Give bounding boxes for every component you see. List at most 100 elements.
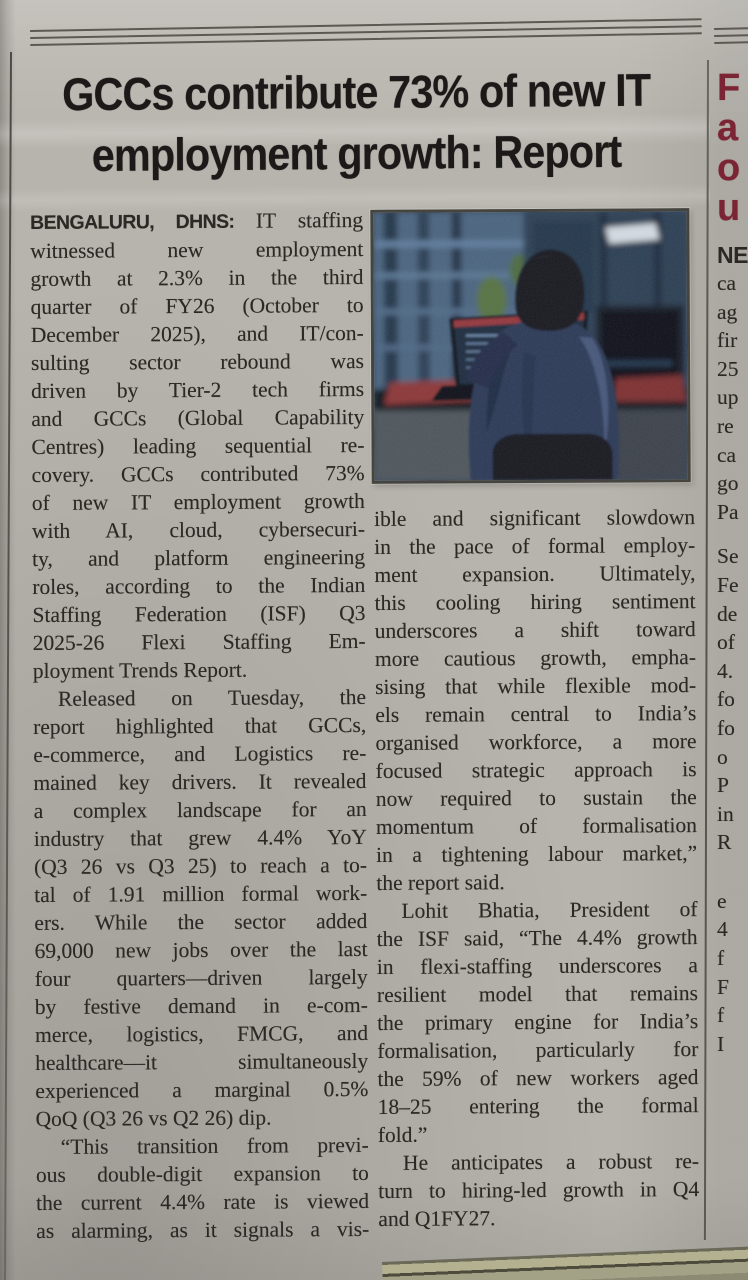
article-text-line: fold.” <box>377 1122 428 1147</box>
article-text-line: e-commerce, and Logistics re- <box>33 740 367 767</box>
side-text-fragment: e <box>717 888 727 913</box>
side-dateline-fragment: NE <box>717 242 748 268</box>
side-text-fragment: 4. <box>717 658 734 683</box>
article-text-line: as alarming, as it signals a vis- <box>36 1216 370 1243</box>
article-text-line: Released on Tuesday, the <box>57 684 367 711</box>
article-text-line: roles, according to the Indian <box>32 572 366 599</box>
side-text-fragment: F <box>717 974 729 999</box>
article-text-line: ers. While the sector added <box>34 908 368 935</box>
article-text-line: mained key drivers. It revealed <box>33 768 367 795</box>
side-text-fragment: up <box>717 385 739 410</box>
article-text-line: turn to hiring-led growth in Q4 <box>378 1177 700 1203</box>
side-text-fragment: go <box>717 471 739 496</box>
article-text-line: covery. GCCs contributed 73% <box>31 460 365 487</box>
article-text-line: driven by Tier-2 tech firms <box>31 376 365 403</box>
it-worker-photo-illustration <box>373 211 688 481</box>
article-text-line: the current 4.4% rate is viewed <box>36 1188 370 1215</box>
article-text-line: four quarters—driven largely <box>34 964 368 991</box>
side-headline-letter: u <box>717 187 741 229</box>
article-text-line: this cooling hiring sentiment <box>374 589 696 615</box>
article-text-line: quarter of FY26 (October to <box>30 292 364 319</box>
headline-line-1: GCCs contribute 73% of new IT <box>61 63 651 121</box>
side-text-fragment: I <box>717 1031 725 1056</box>
article-text-line: witnessed new employment <box>30 236 364 263</box>
article-column-2: ible and significant slowdown in the pace… <box>374 503 699 1233</box>
article-text-line: focused strategic approach is <box>375 757 697 783</box>
article-text-line: the report said. <box>376 870 505 895</box>
article-text-line: 18–25 entering the formal <box>377 1093 699 1119</box>
side-paragraph-gap <box>717 526 748 542</box>
article-text-line: and Q1FY27. <box>378 1206 496 1231</box>
article-text-line: the 59% of new workers aged <box>377 1065 699 1091</box>
article-photo <box>370 208 691 484</box>
side-text-fragment: P <box>717 773 729 798</box>
article-text-line: experienced a marginal 0.5% <box>35 1076 369 1103</box>
side-text-fragment: fo <box>717 687 735 712</box>
dateline: BENGALURU, DHNS: <box>30 210 256 234</box>
article-text-line: He anticipates a robust re- <box>402 1149 700 1175</box>
article-text-line: ment expansion. Ultimately, <box>374 561 696 587</box>
side-text-fragment: fir <box>717 328 738 353</box>
article-text-line: sising that while flexible mod- <box>375 673 697 699</box>
article-text-line: of new IT employment growth <box>31 488 365 515</box>
left-column-rule <box>3 51 12 1280</box>
article-text-line: organised workforce, a more <box>375 729 697 755</box>
side-text-fragment: f <box>717 946 725 971</box>
article-text-line: momentum of formalisation <box>375 813 698 839</box>
article-text-line: Lohit Bhatia, President of <box>401 897 698 923</box>
article-text-line: a complex landscape for an <box>33 796 367 823</box>
article-text-line: and GCCs (Global Capability <box>31 404 365 431</box>
article-text-line: with AI, cloud, cybersecuri- <box>31 516 366 543</box>
article-text-line: ployment Trends Report. <box>32 657 248 683</box>
article-column-1: BENGALURU, DHNS: IT staffing witnessed ne… <box>30 206 369 1245</box>
side-text-fragment: Pa <box>717 499 739 524</box>
side-text-fragment: de <box>717 601 738 626</box>
article-text-line: 69,000 new jobs over the last <box>34 936 368 963</box>
article-text-line: resilient model that remains <box>376 981 699 1007</box>
article-text-line: formalisation, particularly for <box>377 1037 699 1063</box>
article-text-line: ous double-digit expansion to <box>35 1160 369 1187</box>
side-text-fragment: ca <box>717 271 737 295</box>
article-text-line: BENGALURU, DHNS: IT staffing <box>30 207 364 234</box>
article-text-line: (Q3 26 vs Q3 25) to reach a to- <box>33 852 368 879</box>
side-text-fragment: ag <box>717 299 738 324</box>
article-text-line: ible and significant slowdown <box>374 505 696 531</box>
article-headline: GCCs contribute 73% of new IT employment… <box>54 60 660 187</box>
side-text-fragment: Fe <box>717 572 739 597</box>
side-headline-letter: a <box>717 107 739 149</box>
side-text-fragment: in <box>717 801 734 826</box>
side-text-fragment: Se <box>717 544 739 569</box>
headline-line-2: employment growth: Report <box>91 124 622 182</box>
article-text-line: more cautious growth, empha- <box>374 645 697 671</box>
article-text-line: ty, and platform engineering <box>32 544 366 571</box>
article-text-line: in a tightening labour market,” <box>376 841 698 867</box>
article-text-line: sulting sector rebound was <box>30 348 365 375</box>
column-divider-rule <box>703 59 709 1240</box>
side-text-fragment: o <box>717 744 728 769</box>
side-text-fragment: fo <box>717 715 735 740</box>
side-text-fragment: of <box>717 630 735 655</box>
article-text-line: els remain central to India’s <box>375 701 697 727</box>
side-text-fragment: R <box>717 830 732 855</box>
article-text-line: merce, logistics, FMCG, and <box>34 1020 369 1047</box>
article-text-line: “This transition from previ- <box>60 1132 369 1159</box>
side-text-fragment: re <box>717 413 734 438</box>
side-headline-letter: F <box>717 67 741 109</box>
article-text-line: the primary engine for India’s <box>377 1009 699 1035</box>
article-text-line: Staffing Federation (ISF) Q3 <box>32 600 366 627</box>
side-text-fragment: f <box>717 1003 725 1028</box>
article-text-line: in the pace of formal employ- <box>374 533 696 559</box>
top-divider-lines-right <box>713 27 748 49</box>
article-text-line: tal of 1.91 million formal work- <box>34 880 368 907</box>
article-text-line: industry that grew 4.4% YoY <box>33 824 367 851</box>
article-text-line: underscores a shift toward <box>374 617 696 643</box>
side-text-fragment: 4 <box>717 917 728 942</box>
article-text-line: QoQ (Q3 26 vs Q2 26) dip. <box>35 1105 272 1131</box>
article-text-line: December 2025), and IT/con- <box>30 320 364 347</box>
side-paragraph-gap <box>717 857 748 887</box>
article-text-line: 2025-26 Flexi Staffing Em- <box>32 628 366 655</box>
article-text-line: healthcare—it simultaneously <box>35 1048 369 1075</box>
article-text-line: Centres) leading sequential re- <box>31 432 365 459</box>
